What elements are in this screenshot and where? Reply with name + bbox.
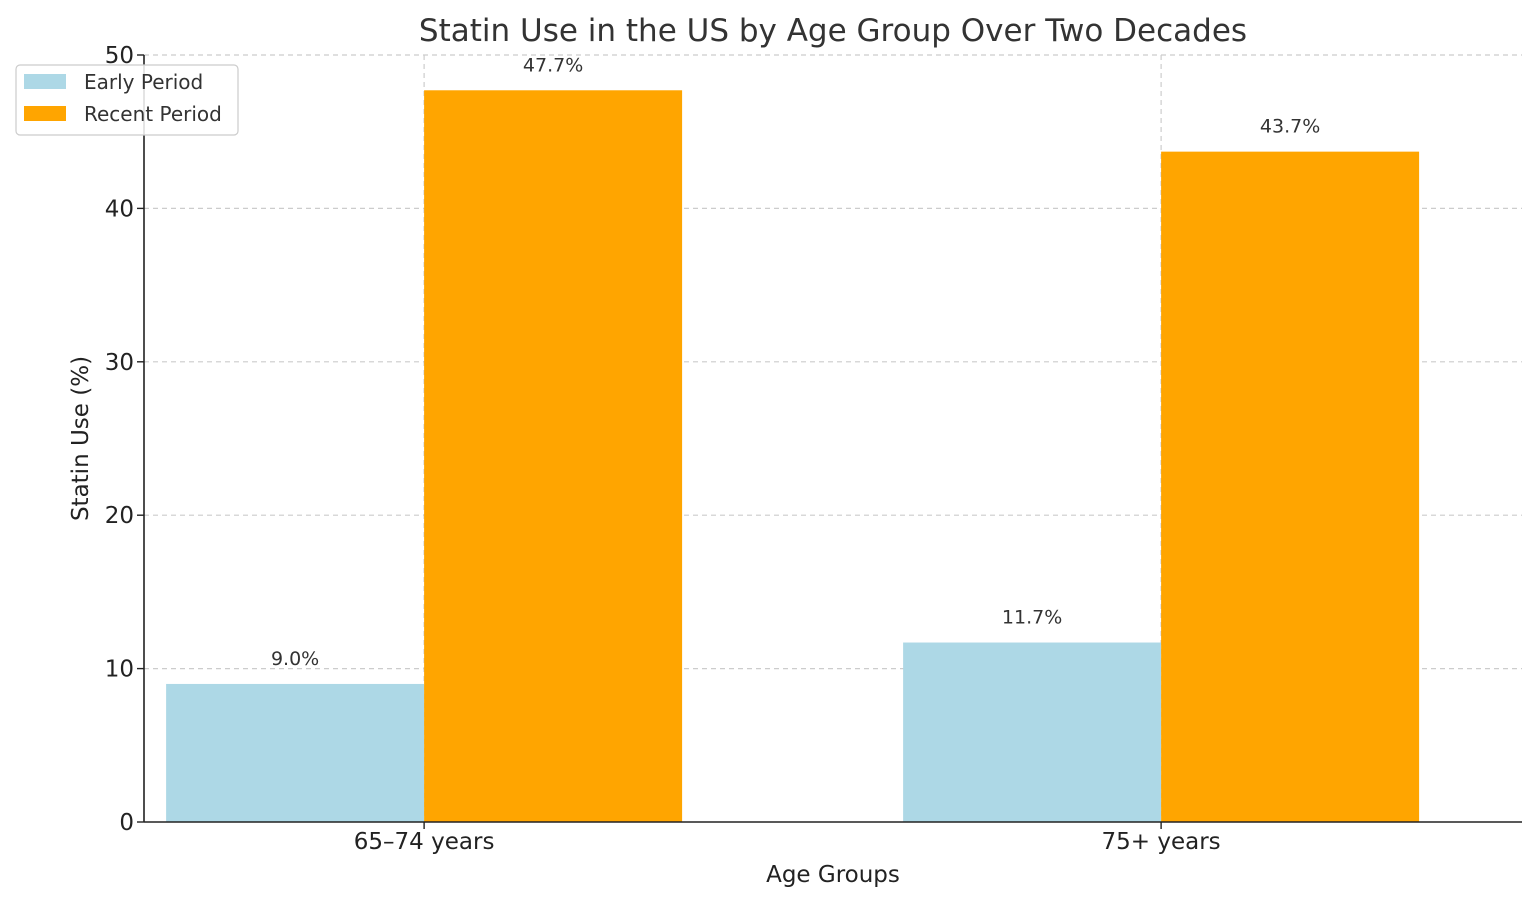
y-axis-title: Statin Use (%) — [68, 356, 94, 521]
y-tick-label: 40 — [105, 196, 134, 222]
data-label: 11.7% — [1002, 607, 1062, 629]
data-label-layer: 9.0% 11.7% 47.7% 43.7% — [271, 54, 1320, 670]
data-label: 47.7% — [523, 54, 583, 76]
y-tick-label: 10 — [105, 657, 134, 683]
bar-early-period-0 — [166, 683, 425, 822]
data-label: 9.0% — [271, 648, 319, 670]
legend-swatch — [24, 106, 66, 121]
legend: Early Period Recent Period — [15, 64, 239, 136]
bar-recent-period-1 — [1161, 151, 1420, 823]
x-tick-label: 75+ years — [1102, 829, 1221, 855]
data-label: 43.7% — [1260, 116, 1320, 138]
bar-layer — [166, 90, 1420, 823]
chart-title: Statin Use in the US by Age Group Over T… — [419, 13, 1247, 49]
y-tick-label: 30 — [105, 350, 134, 376]
axes-layer — [143, 55, 1522, 823]
legend-box — [15, 64, 239, 136]
legend-entry: Early Period — [84, 70, 203, 94]
x-tick-label: 65–74 years — [354, 829, 495, 855]
x-axis-title: Age Groups — [766, 862, 900, 888]
bar-recent-period-0 — [424, 90, 683, 823]
y-tick-label: 0 — [119, 810, 134, 836]
legend-entry: Recent Period — [84, 102, 222, 126]
bar-early-period-1 — [903, 642, 1162, 822]
legend-swatch — [24, 74, 66, 89]
y-tick-label: 20 — [105, 503, 134, 529]
